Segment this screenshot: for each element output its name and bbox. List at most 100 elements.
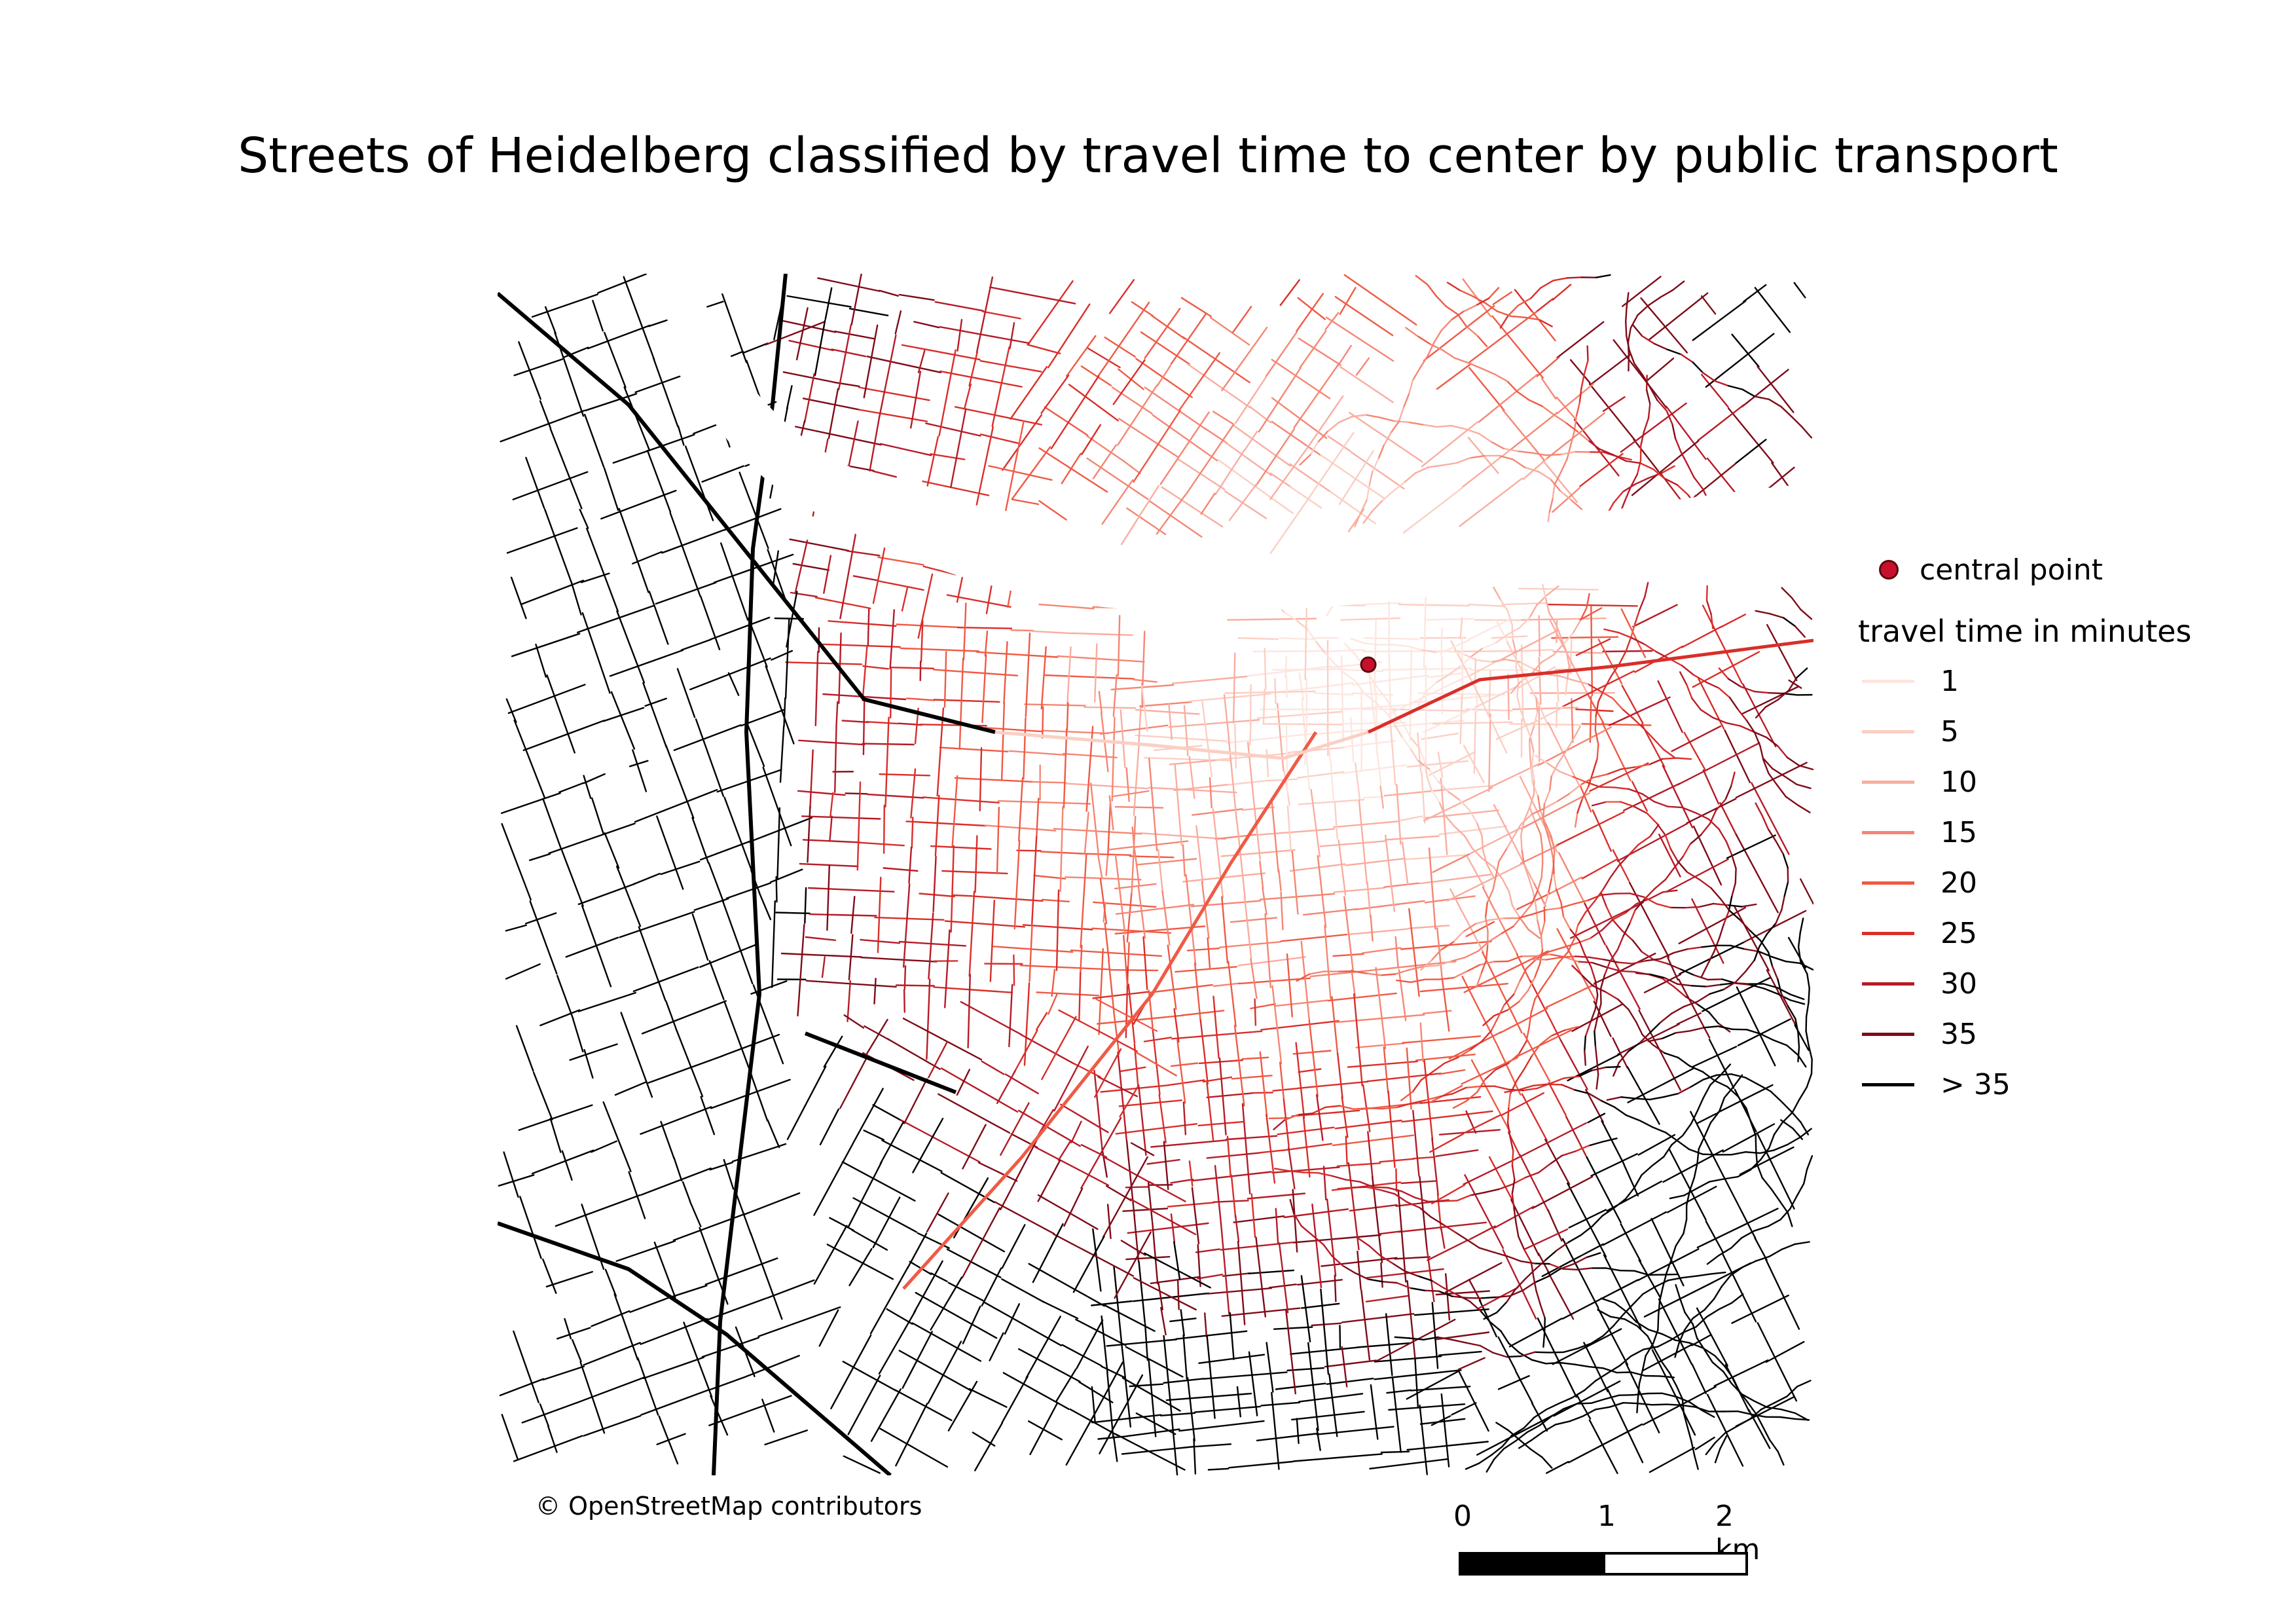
street-segment <box>597 274 647 294</box>
street-segment <box>513 1435 583 1462</box>
street-segment <box>1405 327 1419 337</box>
street-segment <box>1649 1447 1696 1473</box>
street-segment <box>640 1106 712 1135</box>
street-segment <box>1552 1328 1622 1365</box>
street-segment <box>1797 931 1802 948</box>
street-segment <box>1583 360 1589 375</box>
street-segment <box>1121 1445 1196 1455</box>
street-segment <box>1480 1029 1493 1043</box>
street-segment <box>842 1360 897 1392</box>
street-map[interactable] <box>498 274 1813 1475</box>
street-segment <box>1543 800 1558 809</box>
street-segment <box>1232 306 1252 333</box>
street-segment <box>592 299 604 332</box>
street-segment <box>1185 874 1197 966</box>
street-segment <box>1377 1230 1402 1235</box>
street-segment <box>807 805 811 863</box>
street-segment <box>1624 1318 1639 1327</box>
street-segment <box>1580 373 1586 390</box>
street-segment <box>1237 956 1307 967</box>
street-segment <box>1080 853 1087 948</box>
street-segment <box>513 358 564 377</box>
street-segment <box>1135 1051 1177 1077</box>
street-segment <box>867 607 870 647</box>
central-point-marker[interactable] <box>1360 656 1377 673</box>
street-segment <box>1117 615 1121 677</box>
street-segment <box>761 1398 775 1433</box>
street-segment <box>1706 1393 1744 1467</box>
street-segment <box>577 991 637 1012</box>
street-segment <box>1693 1454 1699 1470</box>
street-segment <box>1214 449 1246 495</box>
street-segment <box>629 760 649 767</box>
street-segment <box>933 986 1013 993</box>
street-segment <box>1531 1175 1594 1209</box>
street-segment <box>1663 1143 1673 1158</box>
street-segment <box>1664 1052 1679 1059</box>
street-segment <box>1518 616 1531 629</box>
street-segment <box>1666 963 1682 970</box>
street-segment <box>1546 956 1562 961</box>
street-segment <box>612 434 695 464</box>
street-segment <box>1058 1009 1138 1052</box>
street-segment <box>1719 898 1730 912</box>
legend-line-swatch <box>1862 1032 1914 1036</box>
street-segment <box>1199 1019 1209 1085</box>
street-segment <box>1324 649 1366 653</box>
street-segment <box>1440 1393 1450 1467</box>
street-segment <box>1339 365 1394 403</box>
street-segment <box>1743 948 1760 953</box>
street-segment <box>1206 1335 1216 1419</box>
street-segment <box>1248 1269 1295 1275</box>
street-segment <box>1702 371 1716 382</box>
street-segment <box>1366 485 1370 502</box>
street-segment <box>1537 471 1552 481</box>
street-segment <box>1442 462 1458 466</box>
street-segment <box>1250 1092 1274 1094</box>
street-segment <box>1038 500 1067 521</box>
street-segment <box>898 1350 972 1392</box>
street-segment <box>1415 274 1429 286</box>
street-segment <box>1552 650 1603 654</box>
street-segment <box>1299 454 1311 466</box>
street-segment <box>1381 490 1394 502</box>
street-segment <box>1489 1321 1502 1332</box>
street-segment <box>1547 1268 1561 1278</box>
street-segment <box>1666 858 1729 893</box>
street-segment <box>1625 460 1641 464</box>
street-segment <box>1744 959 1756 972</box>
street-segment <box>1468 1300 1482 1312</box>
street-segment <box>1407 925 1450 930</box>
street-segment <box>1468 1278 1482 1302</box>
street-segment <box>1664 867 1675 881</box>
street-segment <box>1556 1241 1569 1251</box>
street-segment <box>1578 387 1582 404</box>
street-segment <box>1677 1086 1692 1095</box>
street-segment <box>1542 817 1548 834</box>
street-segment <box>1539 1415 1552 1426</box>
street-segment <box>847 980 851 1022</box>
street-segment <box>926 1192 949 1233</box>
street-segment <box>835 701 839 727</box>
street-segment <box>1337 344 1353 367</box>
street-segment <box>1801 426 1813 439</box>
street-segment <box>1537 876 1542 892</box>
street-segment <box>1741 1260 1757 1268</box>
street-segment <box>1442 1200 1459 1202</box>
street-segment <box>1178 352 1221 411</box>
street-segment <box>1300 1302 1340 1309</box>
street-segment <box>1591 961 1607 969</box>
street-segment <box>1518 1041 1527 1055</box>
street-segment <box>1595 274 1611 279</box>
street-segment <box>1660 1360 1671 1375</box>
street-segment <box>1630 1371 1647 1377</box>
street-segment <box>1188 1160 1194 1187</box>
street-segment <box>1140 331 1190 365</box>
street-segment <box>1707 978 1723 981</box>
street-segment <box>913 321 940 329</box>
street-segment <box>1550 1029 1566 1037</box>
street-segment <box>1013 954 1015 986</box>
street-segment <box>794 540 809 594</box>
street-segment <box>1101 1315 1108 1374</box>
street-segment <box>1546 1083 1563 1086</box>
